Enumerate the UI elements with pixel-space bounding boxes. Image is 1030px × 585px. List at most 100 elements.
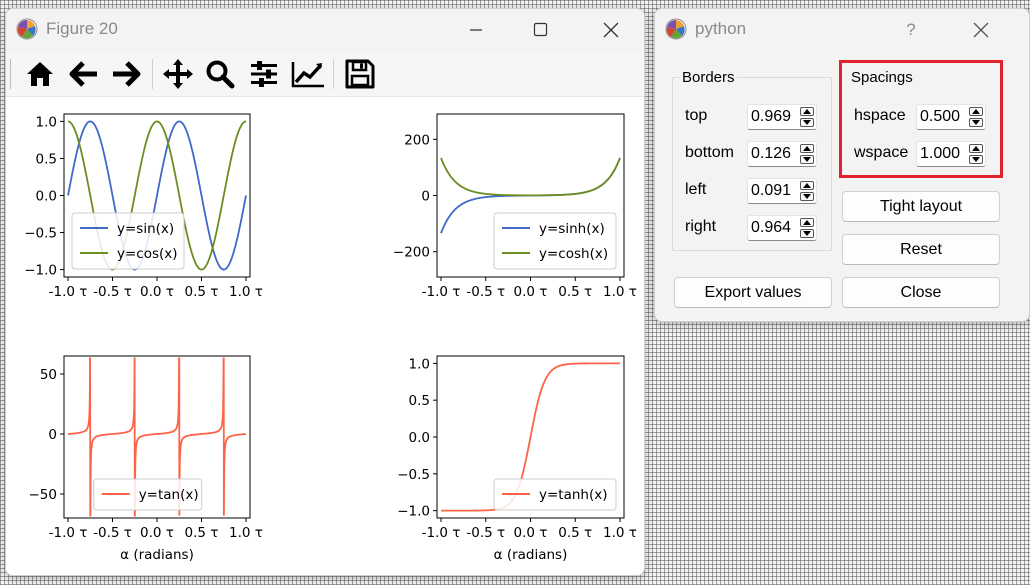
export-values-button[interactable]: Export values xyxy=(674,277,832,308)
top-label: top xyxy=(685,107,708,124)
dialog-titlebar[interactable]: python ? xyxy=(655,9,1029,51)
dialog-close-action-button[interactable]: Close xyxy=(842,277,1000,308)
spin-down-icon[interactable] xyxy=(800,155,814,164)
legend-label: y=sin(x) xyxy=(117,221,174,237)
spin-up-icon[interactable] xyxy=(969,144,983,153)
right-spinbox[interactable]: 0.964 xyxy=(747,215,817,241)
spin-down-icon[interactable] xyxy=(800,118,814,127)
home-button[interactable] xyxy=(22,56,58,92)
spin-up-icon[interactable] xyxy=(800,181,814,190)
save-button[interactable] xyxy=(342,56,378,92)
zoom-button[interactable] xyxy=(202,56,238,92)
save-icon xyxy=(345,59,375,89)
wspace-value[interactable]: 1.000 xyxy=(920,145,961,162)
dialog-close-button[interactable] xyxy=(961,15,1001,45)
subplots-config-button[interactable] xyxy=(246,56,282,92)
top-spinbox[interactable]: 0.969 xyxy=(747,104,817,130)
right-label: right xyxy=(685,218,717,235)
y-tick-label: 0 xyxy=(421,189,430,205)
left-spinbox[interactable]: 0.091 xyxy=(747,178,817,204)
x-axis-label: α (radians) xyxy=(494,547,568,563)
y-tick-label: −0.5 xyxy=(24,226,57,242)
left-label: left xyxy=(685,181,707,198)
y-tick-label: 1.0 xyxy=(409,356,430,372)
legend-label: y=tan(x) xyxy=(139,487,199,503)
y-tick-label: −1.0 xyxy=(24,263,57,279)
forward-button[interactable] xyxy=(108,56,144,92)
minimize-button[interactable] xyxy=(456,15,496,45)
x-tick-label: -0.5 τ xyxy=(466,284,505,300)
y-tick-label: −50 xyxy=(29,487,58,503)
x-tick-label: -0.5 τ xyxy=(93,525,132,541)
figure-window: Figure 20 xyxy=(5,8,645,576)
figure-titlebar[interactable]: Figure 20 xyxy=(6,9,644,51)
reset-button[interactable]: Reset xyxy=(842,234,1000,265)
spin-down-icon[interactable] xyxy=(800,229,814,238)
x-tick-label: 0.0 τ xyxy=(140,525,174,541)
close-icon xyxy=(973,22,989,38)
spin-up-icon[interactable] xyxy=(800,144,814,153)
hspace-label: hspace xyxy=(854,107,906,124)
series-line-cosh xyxy=(440,157,621,197)
x-tick-label: 0.5 τ xyxy=(558,525,592,541)
figure-canvas[interactable]: -1.0 τ -0.5 τ 0.0 τ 0.5 τ 1.0 τ 1.0 0.5 0.0 −0.5… xyxy=(6,97,644,575)
x-tick-label: -1.0 τ xyxy=(422,525,461,541)
subplots-config-icon xyxy=(251,61,277,87)
x-tick-label: 1.0 τ xyxy=(603,525,637,541)
series-line-tan xyxy=(67,357,247,517)
bottom-value[interactable]: 0.126 xyxy=(751,145,792,162)
spin-down-icon[interactable] xyxy=(800,192,814,201)
maximize-icon xyxy=(533,22,548,37)
back-icon xyxy=(69,61,97,87)
top-value[interactable]: 0.969 xyxy=(751,108,792,125)
close-button[interactable] xyxy=(591,15,631,45)
maximize-button[interactable] xyxy=(521,15,561,45)
borders-group-title: Borders xyxy=(680,69,737,86)
legend-label: y=sinh(x) xyxy=(539,221,605,237)
spin-down-icon[interactable] xyxy=(969,118,983,127)
x-tick-label: -0.5 τ xyxy=(93,284,132,300)
y-tick-label: 1.0 xyxy=(36,114,57,130)
tight-layout-button[interactable]: Tight layout xyxy=(842,191,1000,222)
x-axis-label: α (radians) xyxy=(120,547,194,563)
x-tick-label: 0.0 τ xyxy=(140,284,174,300)
spin-up-icon[interactable] xyxy=(800,218,814,227)
hspace-spinbox[interactable]: 0.500 xyxy=(916,104,986,130)
edit-axes-button[interactable] xyxy=(290,56,326,92)
x-tick-label: 0.5 τ xyxy=(185,525,219,541)
help-button[interactable]: ? xyxy=(906,20,916,39)
x-tick-label: 1.0 τ xyxy=(229,284,263,300)
y-tick-label: 0.5 xyxy=(409,393,430,409)
figure-title: Figure 20 xyxy=(46,19,118,38)
dialog-title: python xyxy=(695,19,747,38)
x-tick-label: 0.5 τ xyxy=(185,284,219,300)
right-value[interactable]: 0.964 xyxy=(751,219,792,236)
spin-up-icon[interactable] xyxy=(969,107,983,116)
back-button[interactable] xyxy=(66,56,102,92)
y-tick-label: −200 xyxy=(393,245,430,261)
wspace-spinbox[interactable]: 1.000 xyxy=(916,141,986,167)
edit-axes-icon xyxy=(291,62,324,88)
bottom-spinbox[interactable]: 0.126 xyxy=(747,141,817,167)
left-value[interactable]: 0.091 xyxy=(751,182,792,199)
minimize-icon xyxy=(470,29,482,31)
x-tick-label: 0.0 τ xyxy=(514,284,548,300)
spin-down-icon[interactable] xyxy=(969,155,983,164)
hspace-value[interactable]: 0.500 xyxy=(920,108,961,125)
close-icon xyxy=(603,22,619,38)
pan-button[interactable] xyxy=(160,56,196,92)
x-tick-label: 1.0 τ xyxy=(603,284,637,300)
figure-toolbar xyxy=(6,51,644,97)
y-tick-label: 0.0 xyxy=(409,430,430,446)
x-tick-label: 0.0 τ xyxy=(514,525,548,541)
matplotlib-logo-icon xyxy=(16,18,38,40)
y-tick-label: 0.0 xyxy=(36,189,57,205)
zoom-icon xyxy=(206,60,235,89)
spin-up-icon[interactable] xyxy=(800,107,814,116)
spacings-group-title: Spacings xyxy=(849,69,915,86)
y-tick-label: 0 xyxy=(48,427,57,443)
bottom-label: bottom xyxy=(685,144,734,161)
x-tick-label: -0.5 τ xyxy=(466,525,505,541)
x-tick-label: -1.0 τ xyxy=(49,284,88,300)
subplots-svg: -1.0 τ -0.5 τ 0.0 τ 0.5 τ 1.0 τ 1.0 0.5 0.0 −0.5… xyxy=(24,113,637,563)
